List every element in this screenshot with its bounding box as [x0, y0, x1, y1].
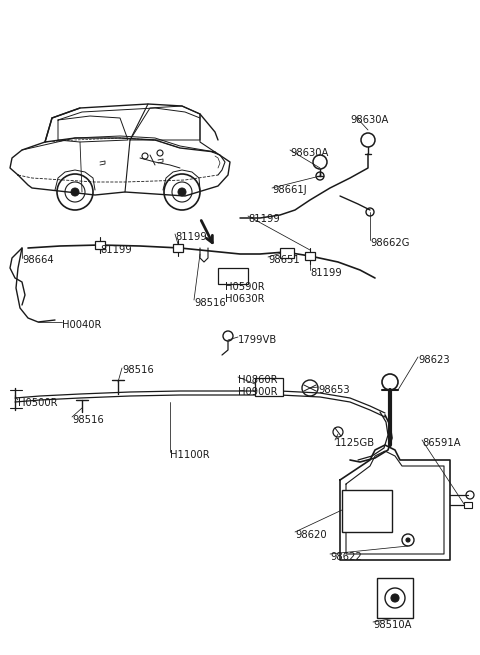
Bar: [218, 268, 248, 284]
Text: H1100R: H1100R: [170, 450, 210, 460]
Text: 81199: 81199: [248, 214, 280, 224]
Bar: [173, 244, 183, 252]
Text: 98510A: 98510A: [373, 620, 411, 630]
Text: H0900R: H0900R: [238, 387, 277, 397]
Text: 98516: 98516: [194, 298, 226, 308]
Text: 98516: 98516: [122, 365, 154, 375]
Text: 98662G: 98662G: [370, 238, 409, 248]
Circle shape: [406, 538, 410, 542]
Text: 81199: 81199: [100, 245, 132, 255]
Text: 98651: 98651: [268, 255, 300, 265]
Text: 1799VB: 1799VB: [238, 335, 277, 345]
Bar: [464, 502, 472, 508]
Text: H0630R: H0630R: [225, 294, 264, 304]
Bar: [280, 248, 294, 258]
Bar: [305, 252, 315, 260]
Text: 98664: 98664: [22, 255, 54, 265]
Text: 98661J: 98661J: [272, 185, 307, 195]
Text: 98653: 98653: [318, 385, 349, 395]
Text: H0590R: H0590R: [225, 282, 264, 292]
Text: 98516: 98516: [72, 415, 104, 425]
Text: 98622: 98622: [330, 552, 362, 562]
Text: 81199: 81199: [310, 268, 342, 278]
Bar: [255, 378, 283, 396]
Circle shape: [391, 594, 399, 602]
Text: 98620: 98620: [295, 530, 326, 540]
Circle shape: [178, 188, 186, 196]
Text: H0040R: H0040R: [62, 320, 101, 330]
Text: 98630A: 98630A: [350, 115, 388, 125]
Text: 86591A: 86591A: [422, 438, 461, 448]
Text: H0500R: H0500R: [18, 398, 58, 408]
Circle shape: [71, 188, 79, 196]
Bar: [95, 241, 105, 249]
Bar: [377, 578, 413, 618]
Text: 98623: 98623: [418, 355, 450, 365]
Text: 98630A: 98630A: [290, 148, 328, 158]
Text: 1125GB: 1125GB: [335, 438, 375, 448]
Text: 81199: 81199: [175, 232, 207, 242]
Bar: [342, 490, 392, 532]
Text: H0860R: H0860R: [238, 375, 277, 385]
